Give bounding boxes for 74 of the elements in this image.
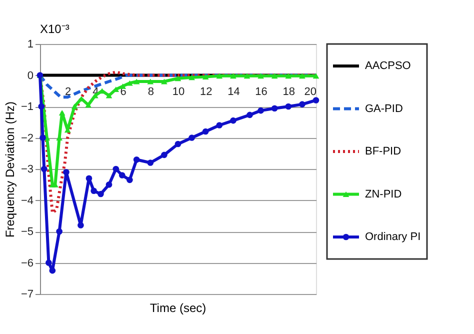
- point: [63, 168, 70, 176]
- y-tick-label: −2: [20, 132, 34, 144]
- point: [98, 190, 104, 198]
- point: [216, 73, 223, 79]
- point: [312, 97, 320, 104]
- legend-label: ZN-PID: [365, 188, 402, 200]
- point: [161, 78, 168, 84]
- point: [78, 222, 84, 228]
- legend-label: AACPSO: [365, 60, 412, 72]
- legend-label: BF-PID: [365, 146, 402, 158]
- x-tick-label: 12: [200, 86, 212, 98]
- point: [112, 166, 120, 172]
- point: [299, 73, 306, 79]
- point: [147, 78, 154, 84]
- point: [38, 103, 45, 110]
- point: [71, 104, 78, 110]
- point: [90, 188, 97, 194]
- y-tick-label: −4: [20, 194, 34, 207]
- x-axis-title: Time (sec): [150, 301, 206, 315]
- y-tick-label: −6: [20, 257, 34, 270]
- y-tick-label: −7: [20, 288, 34, 300]
- x-tick-label: 18: [282, 86, 296, 98]
- point: [46, 260, 52, 266]
- point: [126, 176, 133, 184]
- point: [40, 134, 46, 141]
- point: [133, 156, 140, 163]
- point: [230, 117, 236, 124]
- point: [258, 73, 264, 79]
- y-tick-label: −5: [20, 226, 34, 238]
- x-tick-label: 10: [172, 86, 185, 98]
- x-tick-label: 20: [304, 86, 316, 98]
- point: [161, 152, 168, 158]
- point: [120, 83, 126, 89]
- point: [216, 122, 223, 128]
- point: [86, 175, 92, 182]
- point: [126, 80, 133, 86]
- x-tick-label: 2: [65, 86, 72, 98]
- point: [174, 76, 182, 82]
- point: [85, 102, 92, 108]
- point: [202, 74, 209, 80]
- x-tick-label: 8: [148, 86, 154, 98]
- legend-label: GA-PID: [365, 102, 403, 115]
- text: X10⁻³: [40, 22, 70, 36]
- point: [133, 78, 140, 84]
- point: [299, 101, 306, 108]
- point: [106, 181, 112, 188]
- point: [40, 166, 48, 172]
- point: [188, 74, 195, 80]
- x-tick-label: 16: [255, 86, 268, 98]
- point: [106, 92, 112, 98]
- point: [188, 134, 195, 141]
- point: [271, 105, 278, 112]
- point: [49, 267, 56, 274]
- y-tick-label: 1: [27, 38, 34, 50]
- x-tick-label: 14: [228, 86, 240, 98]
- y-axis-title: Frequency Deviation (Hz): [2, 101, 17, 238]
- point: [174, 140, 182, 148]
- legend-label: Ordinary PI: [365, 231, 421, 243]
- point: [58, 110, 66, 116]
- point: [246, 112, 253, 118]
- point: [118, 172, 126, 178]
- point: [285, 73, 292, 79]
- point: [56, 228, 62, 235]
- point: [271, 73, 278, 79]
- y-tick-label: −1: [20, 101, 34, 113]
- point: [312, 73, 320, 79]
- point: [285, 103, 292, 110]
- point: [230, 73, 236, 79]
- point: [202, 128, 209, 135]
- y-tick-label: −3: [20, 164, 34, 176]
- y-tick-label: 0: [27, 70, 34, 82]
- point: [258, 107, 264, 114]
- point: [147, 160, 154, 166]
- point: [244, 73, 250, 79]
